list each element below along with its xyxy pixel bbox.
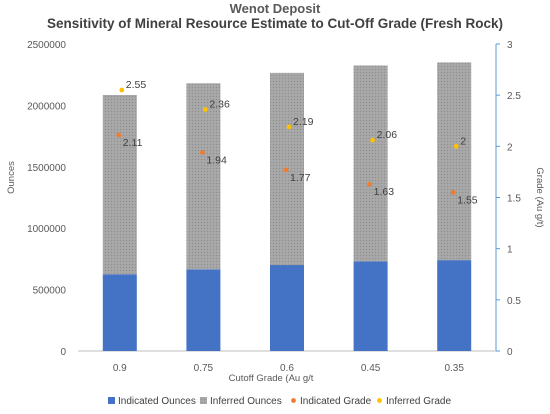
legend-indicated-grade-swatch [291,398,296,403]
inferred-grade-point [370,137,375,143]
inferred-grade-label: 2.19 [293,116,314,128]
indicated-grade-point [116,132,122,138]
y2-tick-label: 2 [507,142,513,153]
inferred-grade-label: 2.06 [377,129,398,141]
x-axis-title: Cutoff Grade (Au g/t [229,373,314,384]
x-tick-label: 0.6 [280,363,294,374]
inferred-grade-point [286,124,292,130]
indicated-ounces-bar [186,269,221,351]
indicated-grade-label: 1.63 [374,186,395,198]
y-tick-label: 2500000 [27,40,66,51]
indicated-grade-point [200,150,205,155]
indicated-ounces-bar [353,261,388,351]
legend-inferred-grade-swatch [377,398,382,403]
inferred-grade-label: 2.36 [209,98,230,110]
legend-inferred-grade-label: Inferred Grade [386,396,451,407]
indicated-ounces-bar [437,260,472,351]
y2-tick-label: 3 [507,40,513,51]
inferred-ounces-bar [186,83,221,270]
y-tick-label: 1000000 [27,224,66,235]
indicated-grade-point [367,181,372,187]
indicated-ounces-bar [270,265,304,351]
indicated-ounces-bar [102,274,137,351]
indicated-grade-label: 1.77 [290,172,311,184]
legend-inferred-ounces-label: Inferred Ounces [210,396,282,407]
y-tick-label: 0 [60,347,66,358]
chart-subtitle: Sensitivity of Mineral Resource Estimate… [46,16,504,31]
y2-tick-label: 1 [507,245,513,256]
indicated-grade-point [283,167,289,173]
y-tick-label: 1500000 [27,163,66,174]
inferred-grade-point [453,143,459,149]
x-tick-label: 0.75 [194,363,214,374]
y2-tick-label: 2.5 [507,91,521,102]
indicated-grade-label: 1.94 [206,154,227,166]
inferred-ounces-bar [353,65,388,262]
inferred-grade-point [203,107,208,112]
inferred-ounces-bar [437,62,472,261]
legend-inferred-ounces-swatch [200,397,207,404]
legend-indicated-ounces-label: Indicated Ounces [118,396,196,407]
inferred-ounces-bar [102,94,137,275]
x-tick-label: 0.45 [361,363,381,374]
inferred-grade-label: 2 [460,135,466,147]
indicated-grade-label: 1.55 [457,194,478,206]
y-tick-label: 500000 [33,286,67,297]
x-tick-label: 0.35 [444,363,464,374]
y-tick-label: 2000000 [27,101,66,112]
y2-axis-title: Grade (Au g/t) [534,167,545,227]
indicated-grade-label: 2.11 [123,137,143,149]
legend-indicated-ounces-swatch [108,397,115,404]
indicated-grade-point [450,189,456,195]
inferred-grade-point [119,87,125,93]
y2-tick-label: 1.5 [507,194,521,205]
x-tick-label: 0.9 [113,363,127,374]
inferred-grade-label: 2.55 [126,79,147,91]
legend-indicated-grade-label: Indicated Grade [300,396,372,407]
y-axis-title: Ounces [6,161,17,194]
chart-title: Wenot Deposit [229,1,321,16]
y2-tick-label: 0 [507,347,513,358]
y2-tick-label: 0.5 [507,296,521,307]
